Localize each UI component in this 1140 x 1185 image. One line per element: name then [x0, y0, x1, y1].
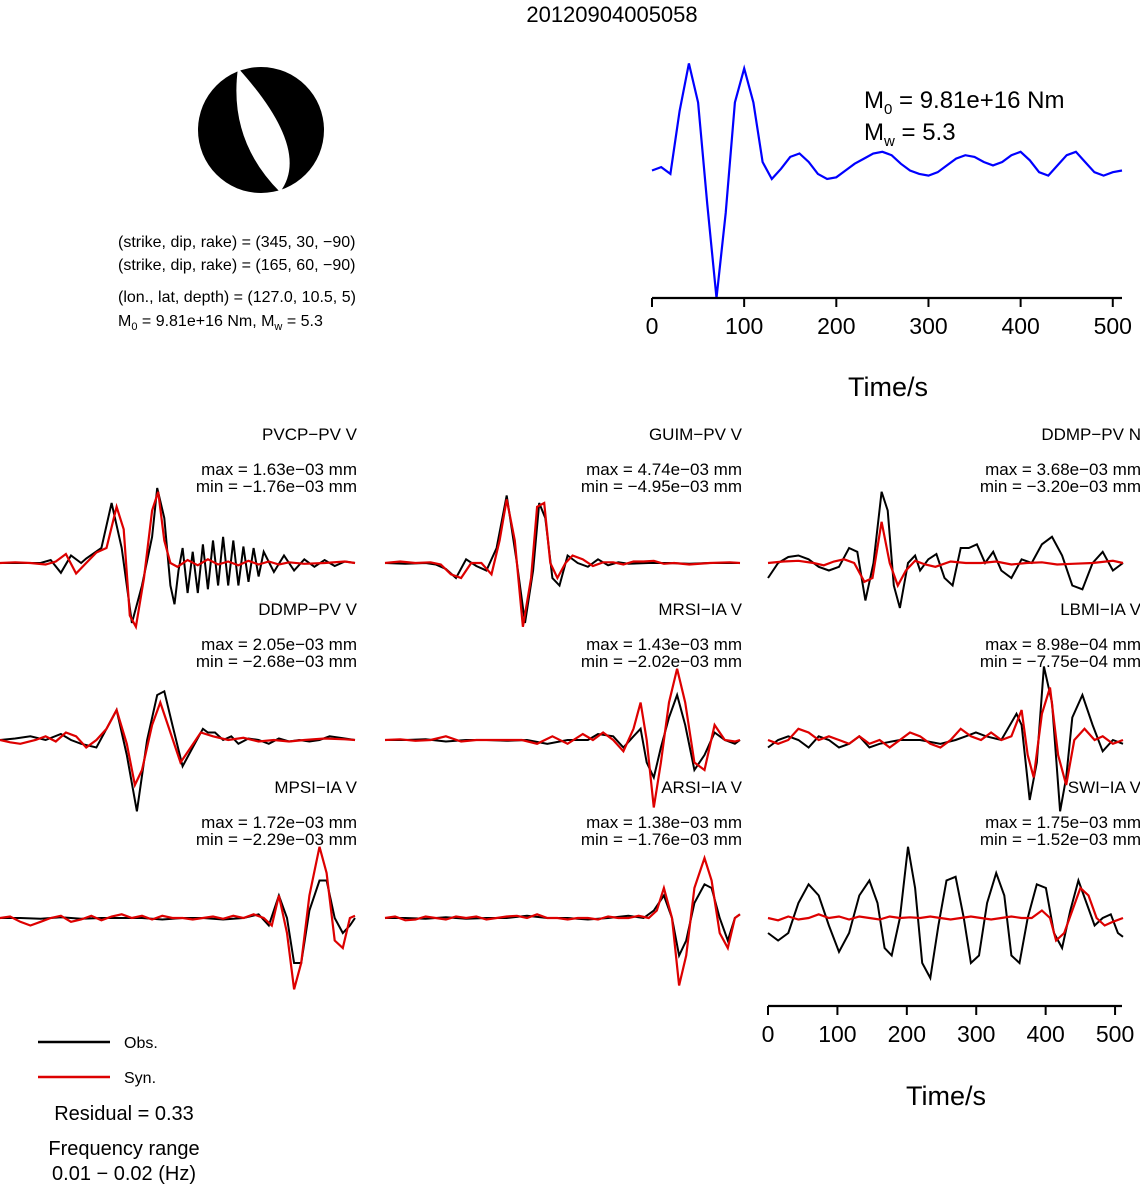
bottom-axis-tick-label: 300 — [957, 1021, 995, 1047]
station-max: max = 8.98e−04 mm — [985, 635, 1140, 654]
synthetic-waveform — [767, 687, 1124, 786]
station-name: LBMI−IA V — [1060, 600, 1140, 619]
station-name: GUIM−PV V — [649, 425, 743, 444]
station-name: ARSI−IA V — [661, 778, 742, 797]
observed-waveform — [767, 491, 1124, 609]
stf-axis-tick-label: 100 — [725, 313, 763, 339]
mechanism-moment-line: M0 = 9.81e+16 Nm, Mw = 5.3 — [118, 313, 323, 333]
legend-obs-label: Obs. — [124, 1035, 158, 1052]
stf-plot: M0 = 9.81e+16 Nm Mw = 5.3 0 100 200 300 400 5… — [646, 63, 1132, 402]
legend: Obs. Syn. — [38, 1035, 158, 1087]
mechanism-line-2: (strike, dip, rake) = (165, 60, −90) — [118, 257, 355, 274]
frequency-range-value: 0.01 − 0.02 (Hz) — [52, 1163, 196, 1185]
synthetic-waveform — [384, 668, 741, 808]
mechanism-line-1: (strike, dip, rake) = (345, 30, −90) — [118, 234, 355, 251]
stf-x-axis: 0 100 200 300 400 500 — [646, 296, 1132, 339]
stf-curve — [651, 63, 1123, 299]
station-max: max = 4.74e−03 mm — [586, 460, 742, 479]
frequency-range-label: Frequency range — [48, 1138, 199, 1160]
bottom-axis-tick-label: 100 — [818, 1021, 856, 1047]
beachball — [198, 67, 324, 193]
bottom-axis-tick-label: 0 — [762, 1021, 775, 1047]
observed-waveform — [0, 487, 356, 624]
station-min: min = −2.29e−03 mm — [196, 830, 357, 849]
station-max: max = 2.05e−03 mm — [201, 635, 357, 654]
figure-title: 20120904005058 — [526, 2, 697, 27]
bottom-x-axis: 0 100 200 300 400 500 — [762, 1004, 1134, 1047]
bottom-axis-tick-label: 400 — [1026, 1021, 1064, 1047]
stf-axis-tick-label: 500 — [1094, 313, 1132, 339]
station-name: MRSI−IA V — [658, 600, 742, 619]
station-max: max = 1.75e−03 mm — [985, 813, 1140, 832]
mechanism-info: (strike, dip, rake) = (345, 30, −90) (st… — [118, 234, 356, 333]
beachball-white-lune — [236, 68, 290, 192]
synthetic-waveform — [0, 491, 356, 631]
synthetic-waveform — [384, 854, 741, 986]
station-min: min = −4.95e−03 mm — [581, 477, 742, 496]
observed-waveform — [767, 846, 1124, 982]
station-min: min = −1.76e−03 mm — [581, 830, 742, 849]
bottom-x-axis-label: Time/s — [906, 1081, 986, 1111]
station-name: PVCP−PV V — [262, 425, 358, 444]
station-name: MPSI−IA V — [274, 778, 357, 797]
station-name: DDMP−PV N — [1041, 425, 1140, 444]
station-name: SWI−IA V — [1068, 778, 1140, 797]
bottom-axis-tick-label: 500 — [1096, 1021, 1134, 1047]
station-max: max = 1.38e−03 mm — [586, 813, 742, 832]
stf-x-axis-label: Time/s — [848, 372, 928, 402]
station-max: max = 3.68e−03 mm — [985, 460, 1140, 479]
station-min: min = −2.68e−03 mm — [196, 652, 357, 671]
stf-mw-label: Mw = 5.3 — [864, 119, 956, 150]
station-name: DDMP−PV V — [258, 600, 357, 619]
synthetic-waveform — [0, 846, 356, 990]
station-min: min = −7.75e−04 mm — [980, 652, 1140, 671]
station-max: max = 1.72e−03 mm — [201, 813, 357, 832]
residual-text: Residual = 0.33 — [54, 1103, 194, 1125]
stf-axis-tick-label: 0 — [646, 313, 659, 339]
stf-axis-tick-label: 200 — [817, 313, 855, 339]
station-max: max = 1.63e−03 mm — [201, 460, 357, 479]
station-min: min = −1.76e−03 mm — [196, 477, 357, 496]
stf-axis-tick-label: 300 — [909, 313, 947, 339]
station-min: min = −1.52e−03 mm — [980, 830, 1140, 849]
stf-m0-label: M0 = 9.81e+16 Nm — [864, 87, 1064, 118]
synthetic-waveform — [767, 886, 1124, 943]
station-min: min = −2.02e−03 mm — [581, 652, 742, 671]
synthetic-waveform — [0, 699, 356, 789]
station-min: min = −3.20e−03 mm — [980, 477, 1140, 496]
station-max: max = 1.43e−03 mm — [586, 635, 742, 654]
legend-syn-label: Syn. — [124, 1070, 156, 1087]
bottom-axis-tick-label: 200 — [888, 1021, 926, 1047]
mechanism-line-3: (lon., lat, depth) = (127.0, 10.5, 5) — [118, 289, 356, 306]
stf-axis-tick-label: 400 — [1001, 313, 1039, 339]
synthetic-waveform — [384, 499, 741, 627]
synthetic-waveform — [767, 521, 1124, 589]
